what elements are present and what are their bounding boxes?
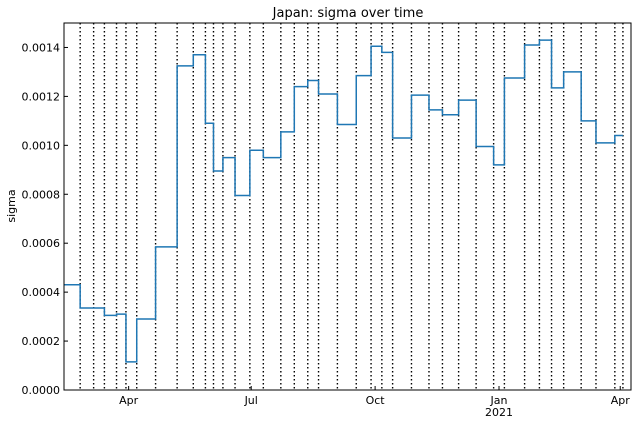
y-tick-label: 0.0008	[22, 188, 61, 201]
x-tick-label: Apr	[119, 394, 139, 407]
plot-frame	[63, 22, 632, 391]
y-tick-label: 0.0004	[22, 286, 61, 299]
sigma-series	[64, 39, 623, 363]
y-tick-label: 0.0012	[22, 90, 61, 103]
y-axis-label: sigma	[5, 189, 18, 222]
changepoint-lines	[79, 23, 624, 390]
y-tick-label: 0.0000	[22, 384, 61, 397]
y-tick-label: 0.0014	[22, 41, 61, 54]
x-tick-label: Apr	[611, 394, 631, 407]
y-tick-label: 0.0006	[22, 237, 61, 250]
x-tick-year-label: 2021	[485, 406, 513, 419]
chart-title: Japan: sigma over time	[272, 6, 424, 21]
x-tick-label: Jan	[490, 394, 508, 407]
x-tick-label: Oct	[366, 394, 386, 407]
y-axis: 0.0000 0.0002 0.0004 0.0006 0.0008 0.0010 0.00…	[22, 41, 68, 397]
y-tick-label: 0.0002	[22, 335, 61, 348]
x-tick-label: Jul	[244, 394, 258, 407]
sigma-step-line	[64, 39, 623, 363]
y-tick-label: 0.0010	[22, 139, 61, 152]
